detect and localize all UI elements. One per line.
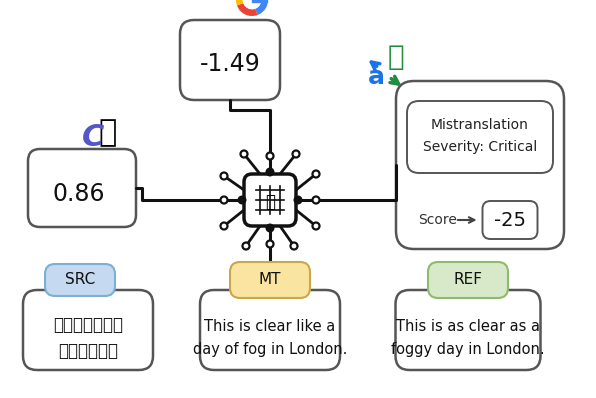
Circle shape (293, 195, 303, 205)
Text: This is clear like a
day of fog in London.: This is clear like a day of fog in Londo… (193, 320, 347, 357)
FancyBboxPatch shape (483, 201, 538, 239)
Text: SRC: SRC (65, 273, 95, 287)
Text: 0.86: 0.86 (53, 182, 105, 206)
Circle shape (290, 242, 297, 250)
FancyBboxPatch shape (244, 174, 296, 226)
FancyBboxPatch shape (28, 149, 136, 227)
Circle shape (243, 0, 261, 9)
Text: Severity: Critical: Severity: Critical (423, 140, 537, 154)
Circle shape (221, 222, 228, 230)
FancyBboxPatch shape (230, 262, 310, 298)
Text: a: a (368, 65, 384, 89)
Text: -1.49: -1.49 (200, 52, 260, 76)
Circle shape (241, 150, 247, 158)
FancyBboxPatch shape (407, 101, 553, 173)
Text: MT: MT (259, 273, 281, 287)
Text: Score: Score (418, 213, 458, 227)
Circle shape (266, 152, 274, 160)
Circle shape (221, 172, 228, 179)
FancyBboxPatch shape (23, 290, 153, 370)
Text: 🧠: 🧠 (265, 193, 275, 211)
Circle shape (293, 150, 300, 158)
Text: REF: REF (454, 273, 483, 287)
FancyBboxPatch shape (180, 20, 280, 100)
Text: 🔥: 🔥 (99, 119, 117, 148)
FancyBboxPatch shape (200, 290, 340, 370)
Text: 这清晰得就像伦
敏的雾天一样: 这清晰得就像伦 敏的雾天一样 (53, 316, 123, 360)
FancyBboxPatch shape (428, 262, 508, 298)
Text: -25: -25 (494, 211, 526, 230)
Circle shape (312, 222, 319, 230)
Wedge shape (254, 0, 268, 15)
Circle shape (312, 197, 319, 203)
Circle shape (312, 170, 319, 178)
Circle shape (266, 240, 274, 248)
Circle shape (243, 242, 250, 250)
Circle shape (237, 195, 247, 205)
Wedge shape (237, 3, 257, 16)
Text: Mistranslation: Mistranslation (431, 118, 529, 132)
Text: C: C (82, 123, 104, 152)
Circle shape (221, 197, 228, 203)
Text: This is as clear as a
foggy day in London.: This is as clear as a foggy day in Londo… (391, 320, 545, 357)
Text: あ: あ (387, 43, 404, 71)
Wedge shape (236, 0, 244, 6)
Circle shape (265, 168, 275, 176)
FancyBboxPatch shape (45, 264, 115, 296)
Circle shape (265, 224, 275, 232)
FancyBboxPatch shape (396, 290, 541, 370)
FancyBboxPatch shape (396, 81, 564, 249)
